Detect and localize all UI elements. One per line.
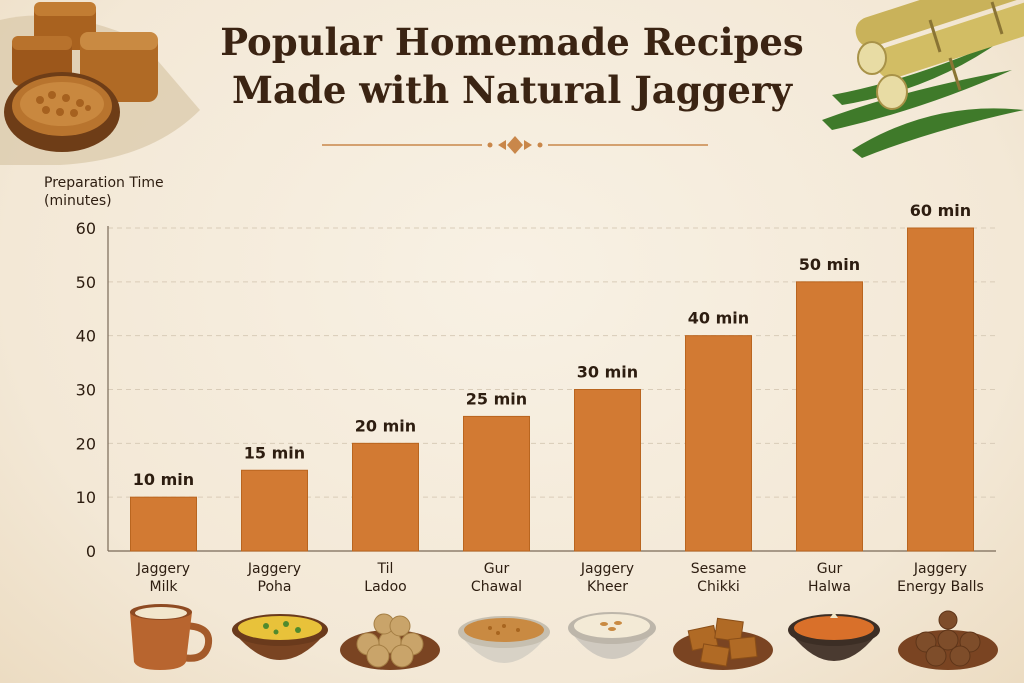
y-tick-label: 50 — [76, 273, 96, 292]
jaggery-cubes-icon — [0, 2, 200, 165]
bar-7 — [907, 227, 974, 552]
poha-bowl-icon — [232, 614, 328, 660]
milk-cup-icon — [130, 604, 213, 670]
x-category-label: Kheer — [587, 579, 628, 595]
x-category-label: Til — [377, 561, 394, 577]
y-tick-label: 30 — [76, 381, 96, 400]
ladoo-plate-icon — [340, 613, 440, 670]
kheer-bowl-icon — [568, 612, 656, 659]
bar-value-label: 25 min — [466, 389, 527, 408]
bar-2 — [352, 442, 419, 552]
bar-value-label: 50 min — [799, 255, 860, 274]
x-category-label: Gur — [484, 561, 510, 577]
bar-value-label: 40 min — [688, 309, 749, 328]
x-category-label: Jaggery — [913, 561, 967, 577]
y-axis-title-line-2: (minutes) — [44, 193, 112, 209]
chart-title-line-1: Popular Homemade Recipes — [220, 20, 804, 64]
bar-value-label: 10 min — [133, 470, 194, 489]
bar-5 — [685, 335, 752, 552]
y-tick-label: 0 — [86, 542, 96, 561]
x-category-label: Chikki — [697, 579, 740, 595]
chart-title-line-2: Made with Natural Jaggery — [232, 68, 792, 112]
x-category-label: Sesame — [691, 561, 747, 577]
y-tick-label: 40 — [76, 327, 96, 346]
x-category-label: Ladoo — [364, 579, 406, 595]
bar-1 — [241, 469, 308, 552]
x-category-label: Energy Balls — [897, 579, 984, 595]
bar-4 — [574, 389, 641, 552]
x-category-label: Chawal — [471, 579, 522, 595]
x-category-label: Halwa — [808, 579, 851, 595]
chart-title: Popular Homemade Recipes Made with Natur… — [0, 18, 1024, 114]
bar-value-label: 15 min — [244, 443, 305, 462]
y-axis-title: Preparation Time (minutes) — [44, 174, 164, 210]
sugarcane-icon — [822, 0, 1024, 158]
bar-value-label: 30 min — [577, 363, 638, 382]
bar-value-label: 60 min — [910, 201, 971, 220]
y-axis-title-line-1: Preparation Time — [44, 175, 164, 191]
bars — [130, 227, 974, 552]
x-category-label: Milk — [150, 579, 179, 595]
y-tick-label: 10 — [76, 488, 96, 507]
halwa-bowl-icon — [788, 612, 880, 661]
y-tick-label: 20 — [76, 434, 96, 453]
bar-6 — [796, 281, 863, 552]
labels: 0 10 20 30 40 50 60 10 min Jaggery Milk 15 min Jagg… — [76, 201, 984, 595]
energy-balls-plate-icon — [898, 610, 998, 670]
x-category-label: Poha — [258, 579, 292, 595]
chikki-plate-icon — [673, 617, 773, 670]
x-category-label: Jaggery — [580, 561, 634, 577]
rice-bowl-icon — [458, 616, 550, 663]
x-category-label: Jaggery — [136, 561, 190, 577]
x-category-label: Gur — [817, 561, 843, 577]
bar-3 — [463, 415, 530, 552]
title-divider — [322, 136, 708, 154]
bar-value-label: 20 min — [355, 416, 416, 435]
y-tick-label: 60 — [76, 219, 96, 238]
bar-0 — [130, 496, 197, 552]
x-category-label: Jaggery — [247, 561, 301, 577]
